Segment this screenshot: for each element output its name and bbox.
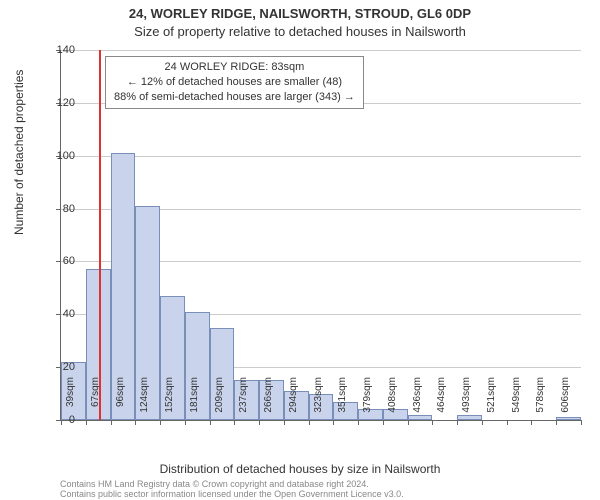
xtick-mark <box>482 420 483 425</box>
xtick-label: 96sqm <box>115 377 126 422</box>
xtick-label: 379sqm <box>362 377 373 422</box>
xtick-mark <box>581 420 582 425</box>
info-line-smaller: ← 12% of detached houses are smaller (48… <box>114 75 355 90</box>
xtick-label: 266sqm <box>263 377 274 422</box>
gridline <box>61 50 581 51</box>
gridline <box>61 156 581 157</box>
xtick-label: 408sqm <box>387 377 398 422</box>
xtick-label: 323sqm <box>313 377 324 422</box>
copyright-footer: Contains HM Land Registry data © Crown c… <box>60 480 404 500</box>
xtick-mark <box>234 420 235 425</box>
footer-line2: Contains public sector information licen… <box>60 490 404 500</box>
xtick-mark <box>383 420 384 425</box>
xtick-mark <box>284 420 285 425</box>
ytick-label: 140 <box>45 44 75 56</box>
xtick-label: 578sqm <box>535 377 546 422</box>
marker-info-box: 24 WORLEY RIDGE: 83sqm ← 12% of detached… <box>105 56 364 109</box>
xtick-mark <box>160 420 161 425</box>
ytick-label: 40 <box>45 308 75 320</box>
xtick-mark <box>358 420 359 425</box>
ytick-label: 80 <box>45 203 75 215</box>
xtick-label: 549sqm <box>511 377 522 422</box>
xtick-label: 209sqm <box>214 377 225 422</box>
histogram-plot: 24 WORLEY RIDGE: 83sqm ← 12% of detached… <box>60 50 581 421</box>
ytick-label: 120 <box>45 97 75 109</box>
info-line-size: 24 WORLEY RIDGE: 83sqm <box>114 60 355 75</box>
xtick-mark <box>408 420 409 425</box>
xtick-mark <box>185 420 186 425</box>
ytick-label: 100 <box>45 150 75 162</box>
xtick-mark <box>86 420 87 425</box>
xtick-label: 124sqm <box>139 377 150 422</box>
xtick-mark <box>135 420 136 425</box>
property-marker-line <box>99 50 101 420</box>
ytick-label: 60 <box>45 255 75 267</box>
xtick-mark <box>259 420 260 425</box>
xtick-mark <box>432 420 433 425</box>
page-title-address: 24, WORLEY RIDGE, NAILSWORTH, STROUD, GL… <box>0 6 600 21</box>
xtick-label: 351sqm <box>337 377 348 422</box>
xtick-label: 521sqm <box>486 377 497 422</box>
xtick-label: 152sqm <box>164 377 175 422</box>
xtick-label: 606sqm <box>560 377 571 422</box>
xtick-label: 181sqm <box>189 377 200 422</box>
xtick-label: 493sqm <box>461 377 472 422</box>
x-axis-label: Distribution of detached houses by size … <box>0 462 600 476</box>
xtick-label: 237sqm <box>238 377 249 422</box>
xtick-mark <box>111 420 112 425</box>
xtick-mark <box>507 420 508 425</box>
xtick-mark <box>531 420 532 425</box>
info-line-larger: 88% of semi-detached houses are larger (… <box>114 90 355 105</box>
page-subtitle: Size of property relative to detached ho… <box>0 24 600 39</box>
ytick-label: 20 <box>45 361 75 373</box>
xtick-label: 464sqm <box>436 377 447 422</box>
xtick-label: 436sqm <box>412 377 423 422</box>
xtick-mark <box>333 420 334 425</box>
xtick-mark <box>457 420 458 425</box>
xtick-mark <box>210 420 211 425</box>
y-axis-label: Number of detached properties <box>12 70 26 235</box>
ytick-label: 0 <box>45 414 75 426</box>
xtick-label: 294sqm <box>288 377 299 422</box>
xtick-mark <box>309 420 310 425</box>
xtick-mark <box>556 420 557 425</box>
